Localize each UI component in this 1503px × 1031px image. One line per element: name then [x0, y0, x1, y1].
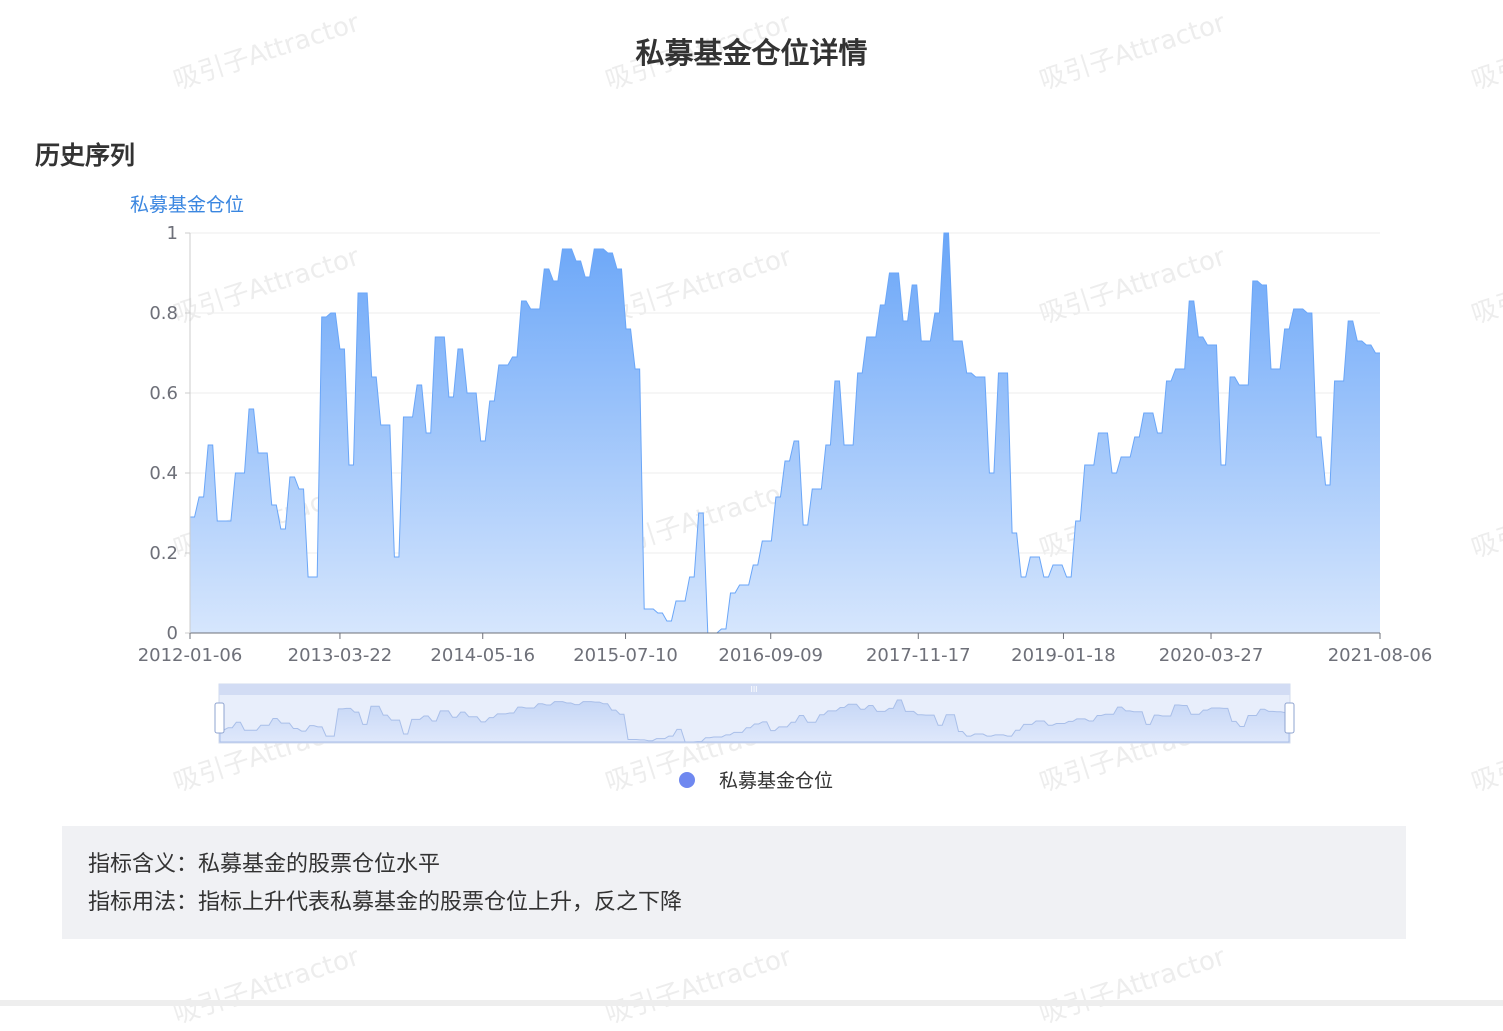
legend[interactable]: 私募基金仓位 — [679, 770, 833, 792]
indicator-usage: 指标用法：指标上升代表私募基金的股票仓位上升，反之下降 — [88, 884, 1380, 922]
x-tick-label: 2020-03-27 — [1159, 645, 1264, 666]
usage-label: 指标用法： — [88, 890, 199, 915]
data-zoom-slider[interactable]: III — [214, 683, 1295, 744]
x-tick-label: 2019-01-18 — [1011, 645, 1116, 666]
y-tick-label: 0 — [167, 623, 178, 644]
x-axis-ticks: 2012-01-06 2013-03-22 2014-05-16 2015-07-10… — [138, 633, 1433, 666]
series-line — [190, 232, 1380, 634]
y-tick-label: 0.4 — [149, 463, 178, 484]
x-tick-label: 2013-03-22 — [288, 645, 393, 666]
x-tick-label: 2012-01-06 — [138, 645, 243, 666]
x-tick-label: 2016-09-09 — [718, 645, 823, 666]
y-tick-label: 0.8 — [149, 303, 178, 324]
y-axis-ticks: 0 0.2 0.4 0.6 0.8 1 — [149, 223, 190, 644]
section-title: 历史序列 — [35, 141, 136, 170]
indicator-meaning: 指标含义：私募基金的股票仓位水平 — [88, 846, 1380, 884]
zoom-right-handle[interactable] — [1284, 702, 1295, 734]
series-area — [190, 233, 1380, 633]
zoom-left-handle[interactable] — [214, 702, 225, 734]
zoom-preview-area — [219, 699, 1290, 743]
y-axis-name: 私募基金仓位 — [130, 194, 244, 216]
x-tick-label: 2021-08-06 — [1328, 645, 1433, 666]
x-tick-label: 2014-05-16 — [430, 645, 535, 666]
watermark: 吸引子Attractor — [169, 941, 364, 1031]
y-tick-label: 1 — [167, 223, 178, 244]
legend-label[interactable]: 私募基金仓位 — [719, 770, 833, 792]
indicator-info-box: 指标含义：私募基金的股票仓位水平 指标用法：指标上升代表私募基金的股票仓位上升，… — [62, 826, 1406, 939]
watermark: 吸引子Attractor — [601, 941, 796, 1031]
meaning-label: 指标含义： — [88, 852, 199, 877]
meaning-text: 私募基金的股票仓位水平 — [198, 852, 441, 877]
zoom-handle-bar[interactable] — [219, 684, 1290, 695]
usage-text: 指标上升代表私募基金的股票仓位上升，反之下降 — [198, 890, 683, 915]
position-area-chart: 私募基金仓位 0 0.2 0.4 0.6 0.8 1 2012-01-06 2013-03-… — [130, 194, 1433, 792]
zoom-bar-grip-icon: III — [750, 685, 757, 694]
bottom-strip — [0, 1000, 1503, 1006]
legend-dot-icon — [679, 772, 695, 788]
watermark: 吸引子Attractor — [1035, 941, 1230, 1031]
y-tick-label: 0.6 — [149, 383, 178, 404]
x-tick-label: 2017-11-17 — [866, 645, 971, 666]
y-tick-label: 0.2 — [149, 543, 178, 564]
x-tick-label: 2015-07-10 — [573, 645, 678, 666]
page-title: 私募基金仓位详情 — [635, 36, 868, 70]
